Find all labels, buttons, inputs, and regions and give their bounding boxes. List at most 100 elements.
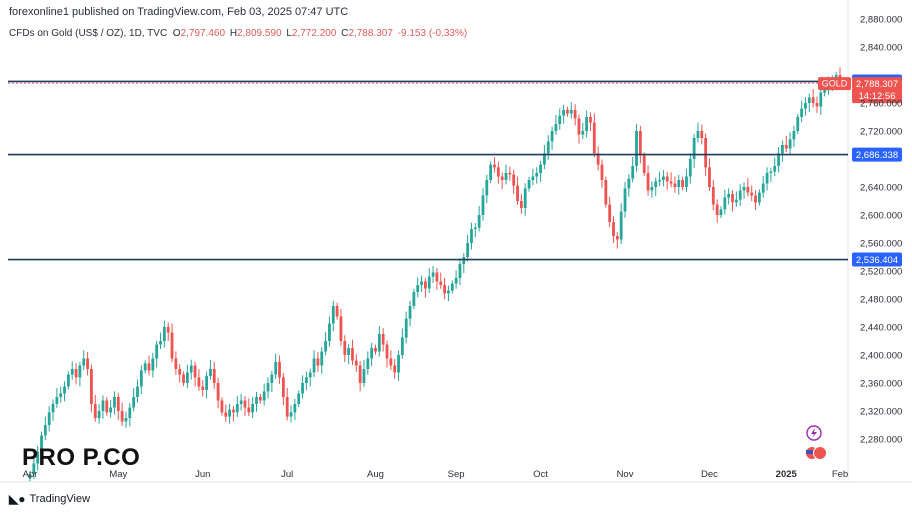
candle bbox=[166, 322, 170, 341]
grid bbox=[0, 0, 912, 483]
candle bbox=[635, 123, 638, 172]
level-price-tag bbox=[852, 147, 902, 162]
candle bbox=[527, 176, 531, 192]
candle-body bbox=[120, 411, 124, 422]
candle-body bbox=[262, 391, 266, 401]
x-tick-label: Oct bbox=[533, 469, 548, 480]
candle-body bbox=[86, 358, 89, 369]
candle-body bbox=[485, 180, 489, 196]
candle bbox=[362, 359, 366, 387]
candle bbox=[109, 399, 113, 418]
candle-body bbox=[82, 358, 86, 366]
horizontal-levels[interactable]: 2,790.7692,686.3382,536.404GOLD2,788.307… bbox=[8, 74, 902, 267]
candle-body bbox=[612, 222, 615, 236]
candle-body bbox=[289, 412, 293, 417]
candle bbox=[63, 381, 66, 402]
candle bbox=[612, 216, 615, 244]
candle-body bbox=[400, 337, 404, 355]
candle bbox=[773, 157, 777, 177]
candle bbox=[496, 161, 500, 184]
candle bbox=[101, 395, 105, 419]
candle-body bbox=[454, 278, 458, 284]
candle bbox=[535, 167, 539, 184]
candle-body bbox=[70, 369, 74, 375]
candle bbox=[124, 411, 128, 428]
candle-body bbox=[347, 348, 351, 355]
candle-body bbox=[258, 397, 262, 401]
candle bbox=[281, 372, 285, 406]
last-price-label: 2,788.307 bbox=[856, 79, 898, 90]
candle-body bbox=[608, 204, 612, 222]
candle bbox=[523, 183, 527, 216]
candle-body bbox=[543, 153, 546, 165]
y-tick-label: 2,440.000 bbox=[860, 323, 902, 334]
candle-body bbox=[316, 358, 320, 366]
candle-body bbox=[408, 306, 412, 319]
candle-body bbox=[339, 316, 343, 341]
candle-body bbox=[673, 183, 677, 187]
candle bbox=[435, 267, 439, 290]
candle-body bbox=[519, 201, 523, 208]
candle bbox=[669, 172, 673, 188]
candle bbox=[36, 445, 40, 471]
candle-body bbox=[128, 407, 132, 418]
x-tick-label: Feb bbox=[832, 469, 848, 480]
candle bbox=[796, 113, 800, 135]
candle bbox=[297, 390, 301, 408]
candle-body bbox=[351, 348, 354, 361]
candle-body bbox=[642, 155, 646, 173]
candle-body bbox=[274, 362, 278, 375]
candle-body bbox=[424, 281, 427, 289]
candle-body bbox=[358, 365, 362, 383]
candle bbox=[132, 387, 136, 412]
candle-body bbox=[688, 159, 692, 177]
x-tick-label: Sep bbox=[448, 469, 465, 480]
candle bbox=[331, 300, 335, 332]
candle-body bbox=[596, 153, 600, 165]
candle bbox=[466, 234, 470, 262]
candle bbox=[147, 355, 151, 376]
candle bbox=[143, 360, 147, 374]
candle bbox=[562, 104, 566, 124]
candle-body bbox=[512, 174, 516, 186]
candle bbox=[381, 328, 385, 352]
level-price-label: 2,536.404 bbox=[856, 255, 898, 266]
candle bbox=[278, 355, 281, 384]
candle bbox=[646, 165, 650, 196]
x-tick-label: May bbox=[109, 469, 127, 480]
price-axis[interactable]: 2,280.000 2,320.000 2,360.000 2,400.000 2,44… bbox=[860, 15, 902, 446]
candle bbox=[608, 196, 612, 228]
candle-body bbox=[719, 209, 723, 215]
candle bbox=[247, 398, 251, 417]
candle-body bbox=[136, 386, 139, 397]
last-price-tag bbox=[852, 77, 902, 104]
candle bbox=[59, 386, 63, 403]
candle-body bbox=[251, 404, 255, 413]
candle-body bbox=[623, 188, 627, 212]
candle bbox=[397, 350, 400, 381]
candle-body bbox=[769, 171, 773, 173]
tradingview-mark-icon: ◣● bbox=[9, 492, 26, 506]
candle-body bbox=[792, 131, 796, 140]
candle-body bbox=[162, 327, 166, 341]
candle-body bbox=[777, 153, 780, 166]
candle bbox=[262, 383, 266, 406]
candle-body bbox=[550, 131, 554, 142]
tradingview-logo[interactable]: ◣● TradingView bbox=[9, 492, 90, 506]
candle-body bbox=[811, 97, 815, 103]
candle bbox=[255, 391, 258, 412]
candle bbox=[197, 369, 201, 391]
candle bbox=[328, 316, 331, 347]
candle-body bbox=[63, 386, 66, 394]
candle bbox=[769, 167, 773, 183]
time-axis[interactable]: Apr May Jun Jul Aug Sep Oct Nov Dec 2025 Feb bbox=[23, 469, 849, 480]
symbol-legend: CFDs on Gold (US$ / OZ), 1D, TVC O2,797.… bbox=[9, 28, 469, 39]
candle-body bbox=[51, 404, 55, 413]
symbol-name[interactable]: CFDs on Gold (US$ / OZ), 1D, TVC bbox=[9, 28, 168, 39]
candle-body bbox=[558, 115, 562, 124]
candle bbox=[243, 396, 247, 416]
candle bbox=[312, 350, 316, 377]
candle-body bbox=[59, 393, 63, 397]
candle-body bbox=[535, 173, 539, 177]
